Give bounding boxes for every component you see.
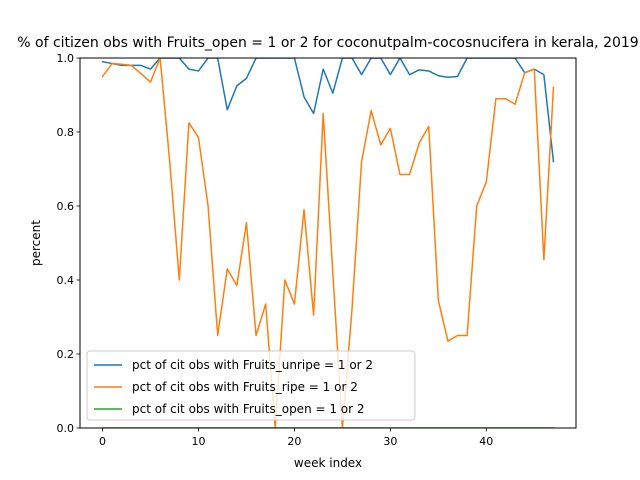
y-tick-label: 0.0 bbox=[57, 422, 75, 435]
y-tick-label: 0.6 bbox=[57, 200, 75, 213]
y-tick-label: 0.8 bbox=[57, 126, 75, 139]
x-tick-label: 30 bbox=[383, 435, 397, 448]
x-tick-label: 10 bbox=[191, 435, 205, 448]
x-tick-label: 0 bbox=[99, 435, 106, 448]
series-line-2 bbox=[101, 58, 555, 428]
x-axis: 0 10 20 30 40 bbox=[99, 428, 493, 448]
chart-title: % of citizen obs with Fruits_open = 1 or… bbox=[17, 35, 638, 51]
y-tick-label: 0.2 bbox=[57, 348, 75, 361]
y-axis: 0.0 0.2 0.4 0.6 0.8 1.0 bbox=[57, 52, 80, 435]
y-axis-label: percent bbox=[29, 220, 43, 266]
legend-box bbox=[86, 350, 416, 421]
y-tick-label: 1.0 bbox=[57, 52, 75, 65]
series-lines bbox=[101, 58, 555, 428]
legend-label-3: pct of cit obs with Fruits_open = 1 or 2 bbox=[132, 402, 365, 416]
x-tick-label: 20 bbox=[287, 435, 301, 448]
legend-label-1: pct of cit obs with Fruits_unripe = 1 or… bbox=[132, 358, 373, 372]
series-line-1 bbox=[101, 58, 555, 163]
legend-label-2: pct of cit obs with Fruits_ripe = 1 or 2 bbox=[132, 380, 358, 394]
y-tick-label: 0.4 bbox=[57, 274, 75, 287]
plot-frame bbox=[79, 57, 577, 429]
x-tick-label: 40 bbox=[479, 435, 493, 448]
x-axis-label: week index bbox=[294, 456, 362, 470]
legend: pct of cit obs with Fruits_unripe = 1 or… bbox=[86, 350, 416, 421]
